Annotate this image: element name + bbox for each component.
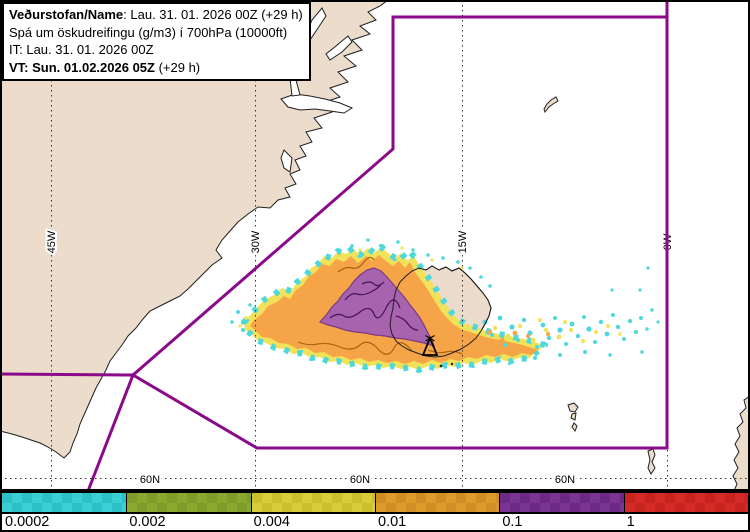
map-canvas: 45W 30W 15W 0W 60N 60N 60N [0, 0, 750, 491]
ash-plume [230, 238, 660, 373]
fir-boundary-east-south [86, 0, 669, 491]
valid-time: VT: Sun. 01.02.2026 05Z [9, 59, 155, 75]
forecast-title-line: Veðurstofan/Name: Lau. 31. 01. 2026 00Z … [9, 6, 303, 24]
graticule-labels: 45W 30W 15W 0W 60N 60N 60N [44, 228, 676, 488]
plume-purple-contours [329, 281, 419, 331]
legend-value-label: 0.0002 [5, 514, 50, 530]
legend-value-label: 0.004 [253, 514, 290, 530]
legend-segment [2, 493, 127, 512]
parallel-label-60n-1: 60N [140, 474, 160, 486]
fjords [280, 7, 354, 173]
legend-segment [623, 493, 748, 512]
plume-speckles-east [482, 266, 660, 360]
concentration-legend: 0.0002 0.002 0.004 0.01 0.1 1 [0, 491, 750, 532]
legend-value-label: 0.002 [129, 514, 166, 530]
legend-color-bar [2, 493, 748, 514]
issue-datetime: : Lau. 31. 01. 2026 00Z (+29 h) [123, 7, 303, 22]
valid-time-offset: (+29 h) [154, 59, 201, 75]
forecast-info-box: Veðurstofan/Name: Lau. 31. 01. 2026 00Z … [2, 2, 311, 81]
jan-mayen-island [543, 96, 559, 114]
scotland-coast [732, 395, 750, 491]
issuer-label: Veðurstofan/Name [9, 7, 124, 22]
legend-segment [374, 493, 500, 512]
legend-value-labels: 0.0002 0.002 0.004 0.01 0.1 1 [2, 514, 748, 530]
initial-time: IT: Lau. 31. 01. 2026 00Z [9, 42, 154, 57]
iceland-coastline [389, 265, 492, 358]
shetland-islands [647, 448, 656, 475]
initial-time-line: IT: Lau. 31. 01. 2026 00Z [9, 41, 303, 59]
plume-speckles-west [230, 238, 492, 332]
parallel-label-60n-3: 60N [555, 474, 575, 486]
legend-value-label: 1 [626, 514, 635, 530]
forecast-description-line: Spá um öskudreifingu (g/m3) í 700hPa (10… [9, 24, 303, 42]
faroe-islands [567, 402, 579, 433]
fir-boundary-north [0, 15, 667, 377]
legend-segment [126, 493, 251, 512]
islands [543, 96, 750, 491]
legend-value-label: 0.1 [502, 514, 523, 530]
legend-value-label: 0.01 [378, 514, 407, 530]
vestmannaeyjar-islets [439, 362, 454, 368]
legend-segment [250, 493, 375, 512]
meridian-label-45w: 45W [46, 230, 58, 253]
meridian-label-30w: 30W [250, 230, 262, 253]
map-border [0, 0, 750, 491]
plume-level-01 [318, 267, 436, 347]
valid-time-line: VT: Sun. 01.02.2026 05Z (+29 h) [9, 59, 303, 77]
forecast-description: Spá um öskudreifingu (g/m3) í 700hPa (10… [9, 24, 288, 40]
plume-orange-contours [297, 256, 463, 355]
legend-segment [499, 493, 624, 512]
volcano-marker [421, 334, 439, 356]
parallel-label-60n-2: 60N [350, 474, 370, 486]
fir-boundary [0, 0, 669, 491]
meridian-label-15w: 15W [457, 230, 469, 253]
greenland-landmass [0, 0, 389, 459]
